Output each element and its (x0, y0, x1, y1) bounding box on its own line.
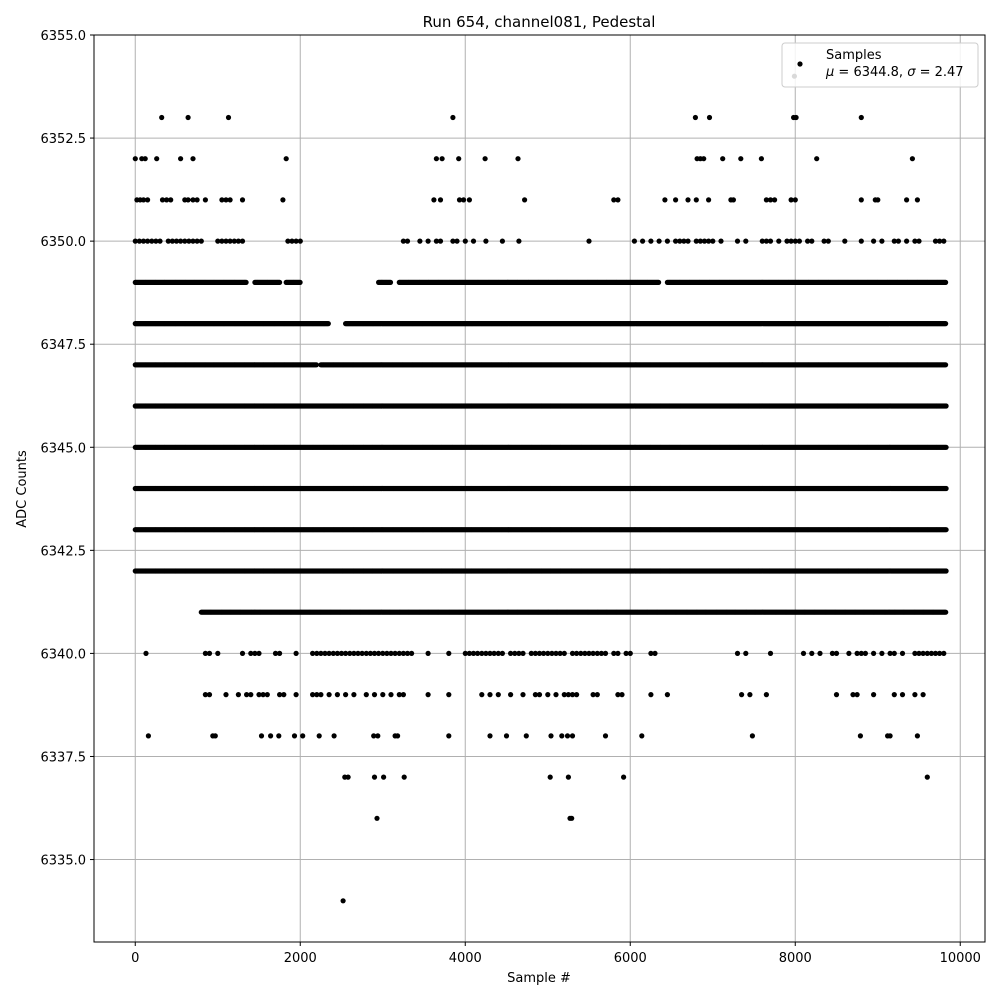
sample-point (243, 279, 249, 285)
sample-point (943, 403, 949, 409)
sample-point (656, 279, 662, 285)
scatter-points (132, 73, 949, 904)
sample-point (943, 485, 949, 492)
chart-title: Run 654, channel081, Pedestal (423, 13, 656, 31)
sample-point (943, 444, 949, 450)
sample-point (277, 279, 283, 285)
sample-point (943, 279, 949, 285)
sample-point (313, 362, 319, 368)
sample-point (297, 279, 303, 285)
sample-point (387, 279, 394, 285)
sample-point (943, 362, 949, 368)
sample-point (325, 321, 331, 327)
sample-point (943, 321, 949, 327)
